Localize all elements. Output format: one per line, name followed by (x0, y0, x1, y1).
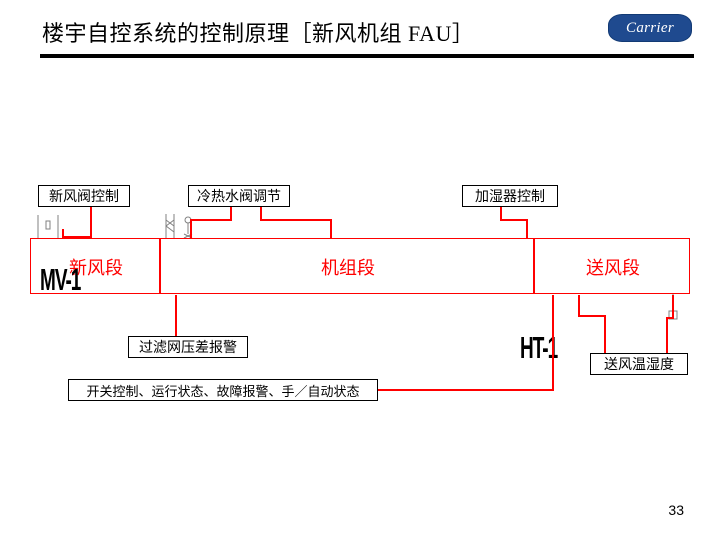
conn-fresh (90, 207, 92, 238)
brand-logo-text: Carrier (626, 20, 674, 37)
duct-coil-label: 机组段 (161, 239, 535, 295)
label-status-line: 开关控制、运行状态、故障报警、手／自动状态 (86, 381, 359, 400)
label-supply-temp-rh: 送风温湿度 (604, 354, 674, 374)
conn-humid-h (500, 219, 528, 221)
title-underline (40, 54, 694, 58)
conn-supply-b-v (666, 317, 668, 353)
brand-logo: Carrier (608, 14, 692, 42)
label-chw-valve: 冷热水阀调节 (197, 186, 281, 206)
conn-status-v (552, 295, 554, 391)
conn-supply-a-v (604, 315, 606, 353)
conn-chw-a-v2 (190, 219, 192, 238)
conn-humid-v2 (526, 219, 528, 238)
label-fresh-air-damper: 新风阀控制 (49, 186, 119, 206)
fau-diagram: 新风阀控制 冷热水阀调节 加湿器控制 (30, 185, 690, 455)
box-fresh-air-damper-ctrl: 新风阀控制 (38, 185, 130, 207)
conn-fresh-v2 (62, 229, 64, 238)
conn-filter (175, 295, 177, 336)
box-chw-valve: 冷热水阀调节 (188, 185, 290, 207)
box-filter-alarm: 过滤网压差报警 (128, 336, 248, 358)
label-filter-alarm: 过滤网压差报警 (139, 337, 237, 357)
conn-supply-a-h (578, 315, 606, 317)
conn-supply-a-v2 (578, 295, 580, 317)
box-status-line: 开关控制、运行状态、故障报警、手／自动状态 (68, 379, 378, 401)
conn-status-h (378, 389, 552, 391)
page-number: 33 (668, 502, 684, 518)
duct-supply-section: 送风段 (534, 238, 690, 294)
duct-coil-section: 机组段 (160, 238, 534, 294)
conn-chw-b-v2 (330, 219, 332, 238)
conn-fresh-h (62, 236, 92, 238)
duct-supply-label: 送风段 (535, 239, 691, 295)
conn-chw-a-h (190, 219, 232, 221)
label-humidifier: 加湿器控制 (475, 186, 545, 206)
box-supply-temp-rh: 送风温湿度 (590, 353, 688, 375)
conn-supply-b-v2 (672, 295, 674, 319)
mv1-label: MV-1 (40, 264, 80, 299)
box-humidifier: 加湿器控制 (462, 185, 558, 207)
conn-chw-b-h (260, 219, 332, 221)
page-title: 楼宇自控系统的控制原理［新风机组 FAU］ (42, 21, 474, 46)
